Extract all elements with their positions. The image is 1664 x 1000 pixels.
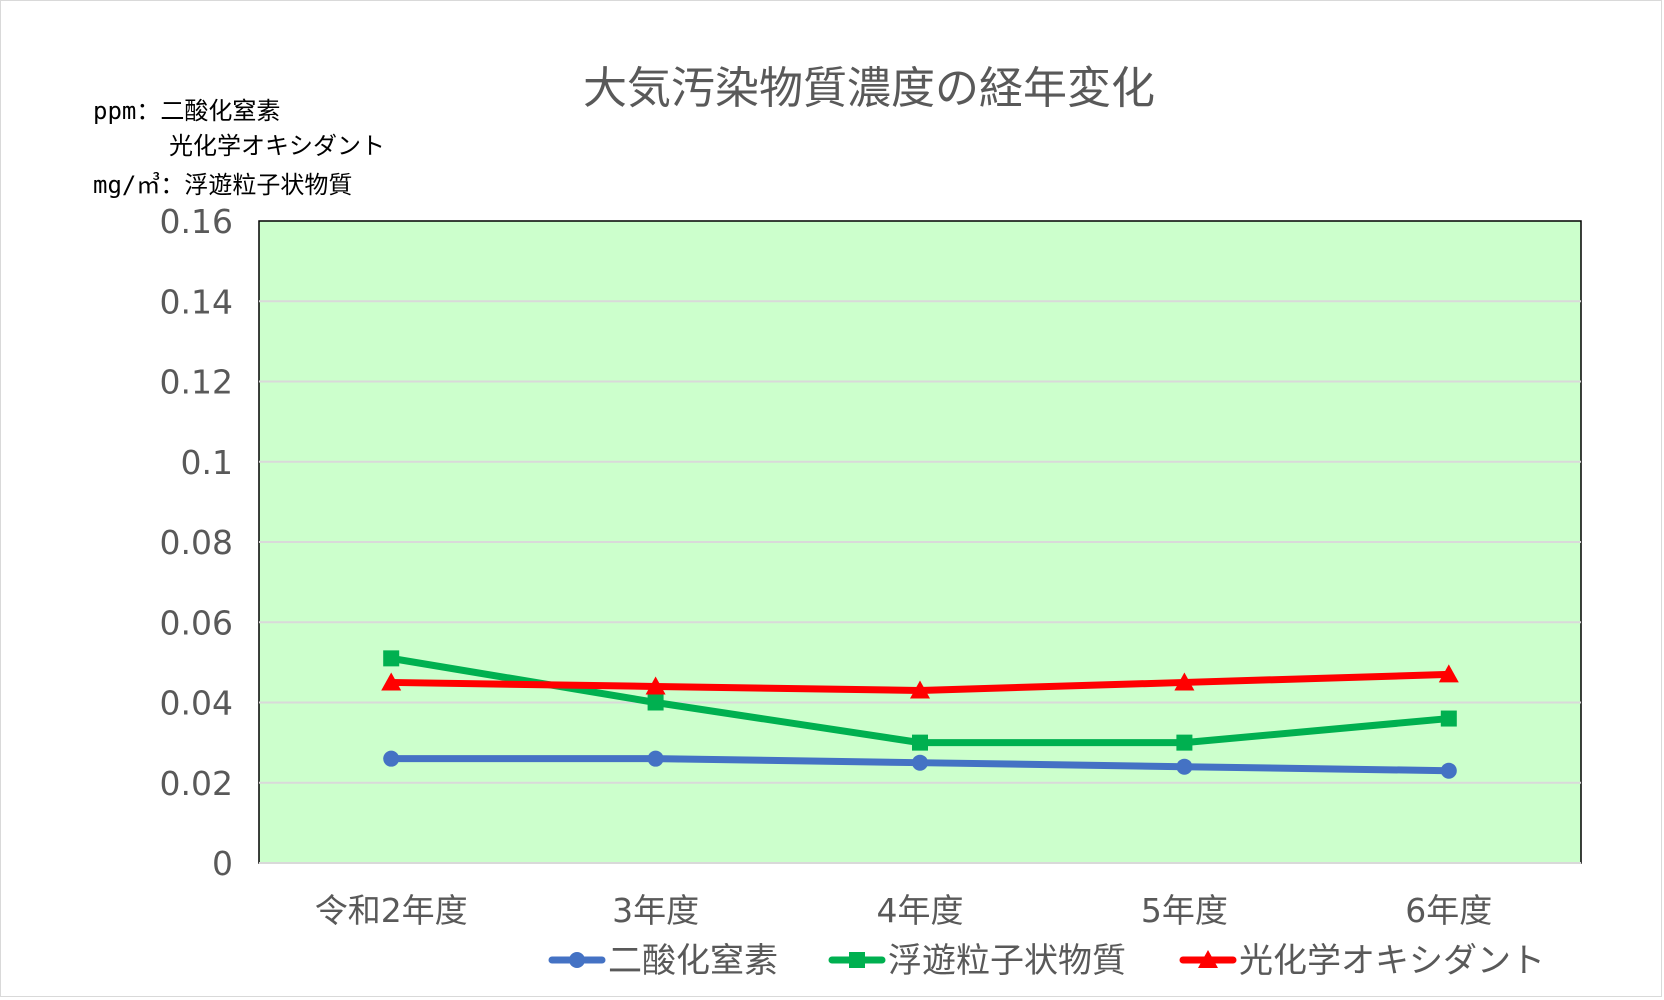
data-point (383, 650, 400, 667)
legend-label: 二酸化窒素 (608, 941, 778, 981)
unit-note-line-3: mg/㎥：浮遊粒子状物質 (93, 171, 352, 199)
series-group (381, 664, 1459, 699)
data-point (569, 952, 585, 968)
data-point (910, 680, 930, 699)
data-point (645, 676, 666, 695)
unit-note-line-1: ppm：二酸化窒素 (93, 97, 280, 125)
x-tick-label: 6年度 (1405, 891, 1492, 930)
data-point (849, 952, 865, 968)
gridlines (259, 300, 1581, 784)
y-tick-label: 0.1 (181, 443, 233, 482)
x-tick-label: 5年度 (1141, 891, 1228, 930)
series-layer (381, 650, 1459, 779)
y-tick-label: 0.06 (160, 603, 233, 642)
data-point (383, 750, 400, 767)
data-point (647, 694, 664, 711)
data-point (1198, 950, 1218, 968)
data-point (1440, 762, 1457, 779)
y-tick-label: 0.02 (160, 764, 233, 803)
y-tick-label: 0 (212, 844, 233, 883)
y-tick-label: 0.12 (160, 363, 233, 402)
data-point (1438, 664, 1459, 683)
data-point (1176, 734, 1193, 751)
legend-label: 浮遊粒子状物質 (888, 941, 1126, 981)
data-point (647, 750, 664, 767)
chart-title: 大気汚染物質濃度の経年変化 (583, 63, 1155, 114)
y-tick-label: 0.04 (160, 684, 233, 723)
x-tick-label: 令和2年度 (315, 891, 468, 930)
data-point (381, 672, 402, 691)
legend-item: 二酸化窒素 (548, 941, 778, 981)
data-point (912, 734, 928, 751)
y-tick-label: 0.14 (160, 282, 233, 321)
x-tick-label: 3年度 (612, 891, 699, 930)
legend-label: 光化学オキシダント (1239, 941, 1545, 981)
axes: 0 0.02 0.04 0.06 0.08 0.1 0.12 0.14 0.16 令和2年度 3年度… (160, 202, 1581, 930)
legend-item: 光化学オキシダント (1179, 941, 1545, 981)
data-point (912, 754, 928, 771)
y-tick-label: 0.16 (160, 202, 233, 241)
y-tick-label: 0.08 (160, 523, 233, 562)
data-point (1174, 672, 1195, 691)
x-tick-label: 4年度 (877, 891, 964, 930)
data-point (1176, 758, 1193, 775)
legend: 二酸化窒素 浮遊粒子状物質 光化学オキシダント (548, 941, 1545, 981)
series-group (383, 750, 1457, 779)
unit-note-line-2: 光化学オキシダント (169, 132, 385, 160)
data-point (1440, 710, 1457, 727)
legend-item: 浮遊粒子状物質 (828, 941, 1126, 981)
